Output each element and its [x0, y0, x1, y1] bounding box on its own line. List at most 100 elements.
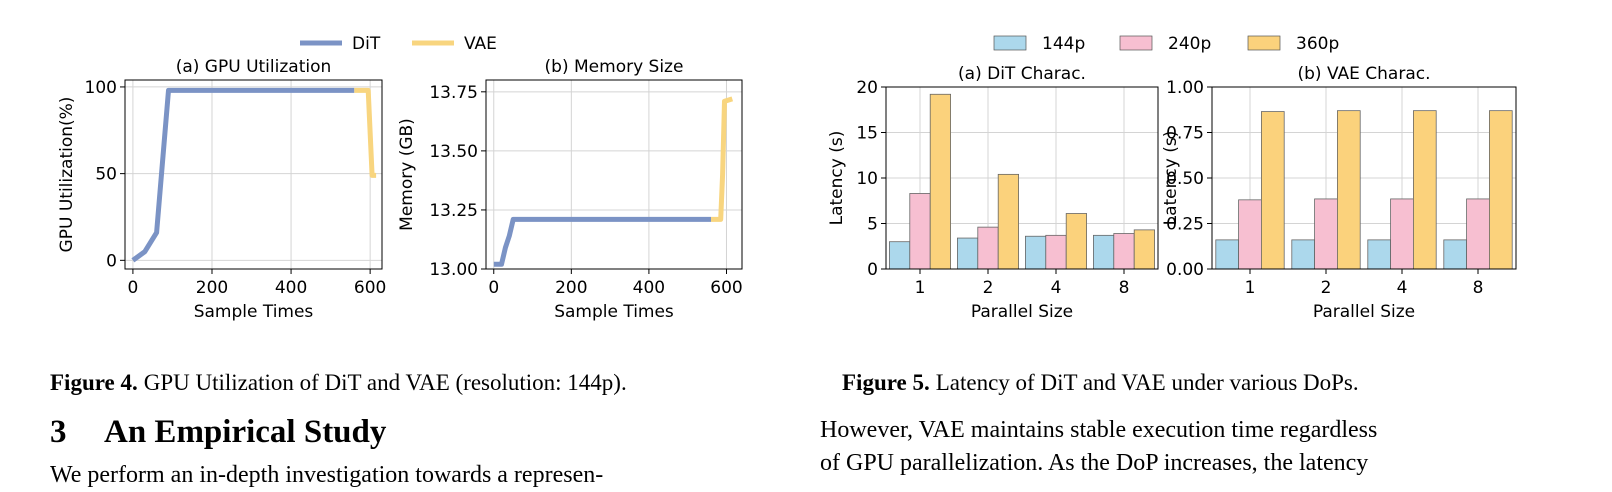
bar-360p-2	[997, 173, 1020, 270]
plot-frame	[485, 79, 743, 270]
y-axis-label: Latency (s)	[827, 131, 847, 226]
x-tick-label: 2	[983, 278, 994, 298]
bar-360p-1	[1261, 111, 1285, 270]
body-text-right-line2: of GPU parallelization. As the DoP incre…	[820, 450, 1368, 476]
series-line-VAE	[354, 87, 377, 178]
vae-latency-chart: 1 2 4 8 0.00 0.25 0.50 0.75 1.00 (b) VAE Charac. P…	[1161, 64, 1517, 322]
x-tick-label: 0	[488, 278, 499, 298]
chart-title: (b) VAE Charac.	[1298, 64, 1431, 84]
y-axis-label: Latency (s)	[1161, 131, 1181, 226]
x-axis-label: Sample Times	[554, 302, 674, 322]
bar-144p-8	[1443, 239, 1468, 270]
plot-frame	[124, 79, 383, 270]
legend-240p-label: 240p	[1168, 34, 1211, 54]
series-lines	[131, 87, 377, 263]
bar-240p-4	[1390, 198, 1414, 270]
bar-240p-8	[1113, 233, 1135, 270]
series-line-DiT	[131, 87, 355, 263]
section-number: 3	[50, 414, 67, 450]
legend-360p-label: 360p	[1296, 34, 1339, 54]
y-tick-label: 0.50	[1166, 169, 1204, 189]
section-title: An Empirical Study	[104, 414, 387, 450]
legend-144p-swatch	[993, 35, 1027, 51]
dit-latency-chart: 1 2 4 8 0 5 10 15 20 (a) DiT Charac. Parallel Size…	[827, 64, 1159, 322]
bar-240p-2	[1314, 198, 1338, 270]
bars	[889, 93, 1155, 270]
legend-vae-label: VAE	[464, 34, 497, 54]
bar-360p-4	[1065, 213, 1087, 270]
legend-144p-label: 144p	[1042, 34, 1085, 54]
body-text-right-line1: However, VAE maintains stable execution …	[820, 417, 1377, 443]
figure5-legend: 144p 240p 360p	[993, 34, 1339, 54]
series-lines	[493, 96, 734, 267]
legend-360p-swatch	[1247, 35, 1281, 51]
y-tick-label: 5	[867, 215, 878, 235]
x-tick-label: 4	[1397, 278, 1408, 298]
figure4-caption-text: GPU Utilization of DiT and VAE (resoluti…	[144, 370, 627, 395]
x-tick-label: 8	[1119, 278, 1130, 298]
bar-144p-1	[889, 241, 911, 270]
bar-144p-1	[1215, 239, 1240, 270]
gpu-utilization-chart: 0 200 400 600 0 50 100 (a) GPU Utilization Sampl…	[57, 57, 386, 322]
bar-360p-8	[1489, 110, 1513, 270]
grid	[486, 80, 742, 270]
y-tick-label: 0.25	[1166, 215, 1204, 235]
y-tick-label: 13.00	[429, 260, 478, 280]
bar-144p-2	[957, 237, 979, 270]
x-tick-label: 600	[710, 278, 742, 298]
x-tick-label: 1	[1245, 278, 1256, 298]
bar-144p-4	[1025, 235, 1047, 270]
legend-240p-swatch	[1119, 35, 1153, 51]
x-tick-label: 2	[1321, 278, 1332, 298]
y-tick-label: 1.00	[1166, 78, 1204, 98]
x-tick-label: 400	[275, 278, 307, 298]
bar-240p-1	[1238, 199, 1262, 270]
figure4-caption-label: Figure 4.	[50, 370, 138, 395]
y-tick-label: 0	[867, 260, 878, 280]
body-text-left: We perform an in-depth investigation tow…	[50, 462, 603, 488]
bar-240p-8	[1466, 198, 1490, 270]
bar-360p-1	[929, 93, 952, 270]
x-axis-label: Parallel Size	[971, 302, 1073, 322]
y-tick-label: 13.75	[429, 83, 478, 103]
bar-144p-8	[1093, 234, 1115, 270]
x-tick-label: 200	[196, 278, 228, 298]
memory-size-chart: 0 200 400 600 13.00 13.25 13.50 13.75 (b) Memory…	[397, 57, 743, 322]
figure5-caption-text: Latency of DiT and VAE under various DoP…	[936, 370, 1359, 395]
figure4-legend: DiT VAE	[300, 34, 497, 54]
x-axis-label: Sample Times	[194, 302, 314, 322]
bar-240p-4	[1045, 234, 1067, 270]
figure5-caption: Figure 5. Latency of DiT and VAE under va…	[842, 370, 1359, 395]
chart-title: (a) DiT Charac.	[958, 64, 1086, 84]
y-tick-label: 20	[856, 78, 878, 98]
bar-240p-1	[909, 193, 931, 270]
legend-dit-label: DiT	[352, 34, 381, 54]
figure4-caption: Figure 4. GPU Utilization of DiT and VAE …	[50, 370, 627, 395]
bar-360p-4	[1413, 110, 1437, 270]
chart-title: (a) GPU Utilization	[176, 57, 332, 77]
series-line-VAE	[711, 96, 734, 222]
x-tick-label: 200	[555, 278, 587, 298]
x-tick-label: 4	[1051, 278, 1062, 298]
y-tick-label: 100	[85, 78, 117, 98]
x-tick-label: 0	[127, 278, 138, 298]
y-tick-label: 10	[856, 169, 878, 189]
bar-144p-4	[1367, 239, 1392, 270]
y-tick-label: 0	[106, 251, 117, 271]
y-tick-label: 13.25	[429, 201, 478, 221]
y-tick-label: 0.00	[1166, 260, 1204, 280]
x-axis-label: Parallel Size	[1313, 302, 1415, 322]
y-axis-label: Memory (GB)	[397, 118, 417, 231]
y-tick-label: 0.75	[1166, 124, 1204, 144]
y-tick-label: 13.50	[429, 142, 478, 162]
x-tick-label: 1	[915, 278, 926, 298]
chart-title: (b) Memory Size	[545, 57, 684, 77]
x-tick-label: 600	[354, 278, 386, 298]
bar-360p-8	[1133, 229, 1155, 270]
y-axis-label: GPU Utilization(%)	[57, 97, 77, 253]
x-tick-label: 400	[633, 278, 665, 298]
y-tick-label: 15	[856, 124, 878, 144]
x-tick-label: 8	[1473, 278, 1484, 298]
y-tick-label: 50	[95, 165, 117, 185]
